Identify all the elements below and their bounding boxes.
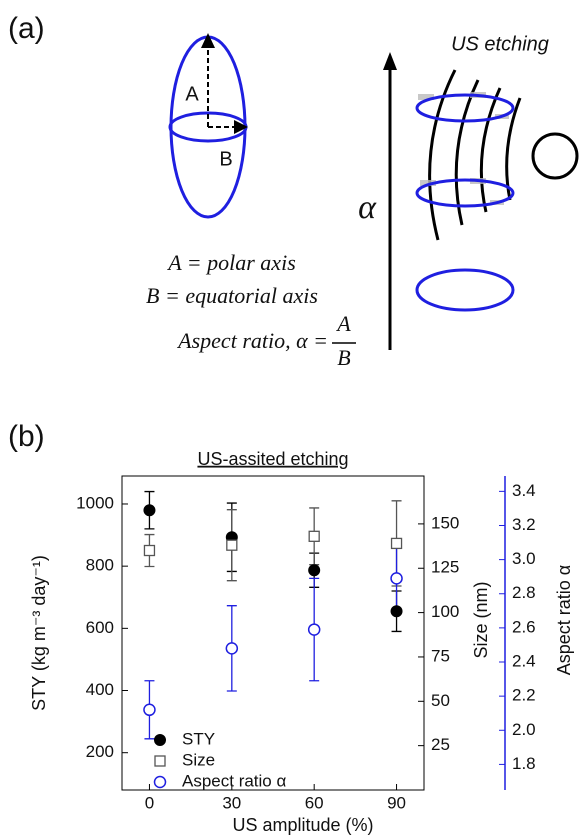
etching-label: US etching xyxy=(451,33,549,55)
y-tick-label: 800 xyxy=(86,556,114,575)
arrow-head xyxy=(201,33,215,48)
particle-ellipse xyxy=(415,178,515,208)
y2-tick-label: 75 xyxy=(431,646,450,665)
y-tick-label: 200 xyxy=(86,742,114,761)
y2-tick-label: 50 xyxy=(431,691,450,710)
y3-axis-label: Aspect ratio α xyxy=(554,565,574,675)
source-circle xyxy=(531,132,579,180)
fraction-numerator: A xyxy=(335,311,351,336)
particle-ellipse xyxy=(415,93,515,123)
y3-tick-label: 3.0 xyxy=(512,549,536,568)
x-tick-label: 0 xyxy=(145,793,154,812)
y2-tick-label: 125 xyxy=(431,558,459,577)
arrow-head xyxy=(383,52,397,70)
x-axis-label: US amplitude (%) xyxy=(232,815,373,835)
y-tick-label: 400 xyxy=(86,680,114,699)
x-tick-label: 60 xyxy=(305,793,324,812)
particle-ellipse xyxy=(415,268,515,312)
marker xyxy=(307,623,321,636)
marker xyxy=(308,530,320,542)
marker xyxy=(143,544,156,557)
y3-tick-label: 3.2 xyxy=(512,515,536,534)
legend-marker xyxy=(154,755,166,767)
y3-tick-label: 2.2 xyxy=(512,686,536,705)
x-tick-label: 90 xyxy=(387,793,406,812)
plot-frame xyxy=(121,475,425,791)
marker xyxy=(390,572,403,585)
fraction-denominator: B xyxy=(337,345,350,370)
y3-tick-label: 3.4 xyxy=(512,481,536,500)
y-axis-label: STY (kg m⁻³ day⁻¹) xyxy=(29,555,49,711)
marker xyxy=(308,564,321,577)
y2-tick-label: 100 xyxy=(431,602,459,621)
y2-tick-label: 25 xyxy=(431,735,450,754)
equation: Aspect ratio, α = xyxy=(176,328,328,353)
y-tick-label: 600 xyxy=(86,618,114,637)
chart-title: US-assited etching xyxy=(197,449,348,469)
marker xyxy=(226,539,238,551)
y3-tick-label: 2.0 xyxy=(512,720,536,739)
equation: A = polar axis xyxy=(166,250,296,275)
marker xyxy=(143,703,156,717)
panel-label: (b) xyxy=(8,420,45,453)
legend-label: Size xyxy=(182,750,215,769)
legend-label: STY xyxy=(182,729,215,748)
marker xyxy=(143,504,156,517)
marker xyxy=(390,605,403,618)
equation: B = equatorial axis xyxy=(146,283,318,308)
y2-axis-label: Size (nm) xyxy=(471,581,491,658)
label-b: B xyxy=(219,148,232,170)
marker xyxy=(390,537,403,550)
panel-label: (a) xyxy=(8,12,45,45)
y2-tick-label: 150 xyxy=(431,513,459,532)
y-tick-label: 1000 xyxy=(76,493,114,512)
alpha-symbol: α xyxy=(358,189,377,226)
marker xyxy=(225,642,239,655)
y3-tick-label: 2.8 xyxy=(512,583,536,602)
y3-tick-label: 2.4 xyxy=(512,651,536,670)
legend-marker xyxy=(153,775,167,789)
x-tick-label: 30 xyxy=(222,793,241,812)
legend-marker xyxy=(154,734,166,746)
legend-label: Aspect ratio α xyxy=(182,771,286,790)
y3-tick-label: 1.8 xyxy=(512,754,536,773)
arrow-head xyxy=(234,120,248,134)
label-a: A xyxy=(185,83,199,105)
y3-tick-label: 2.6 xyxy=(512,617,536,636)
